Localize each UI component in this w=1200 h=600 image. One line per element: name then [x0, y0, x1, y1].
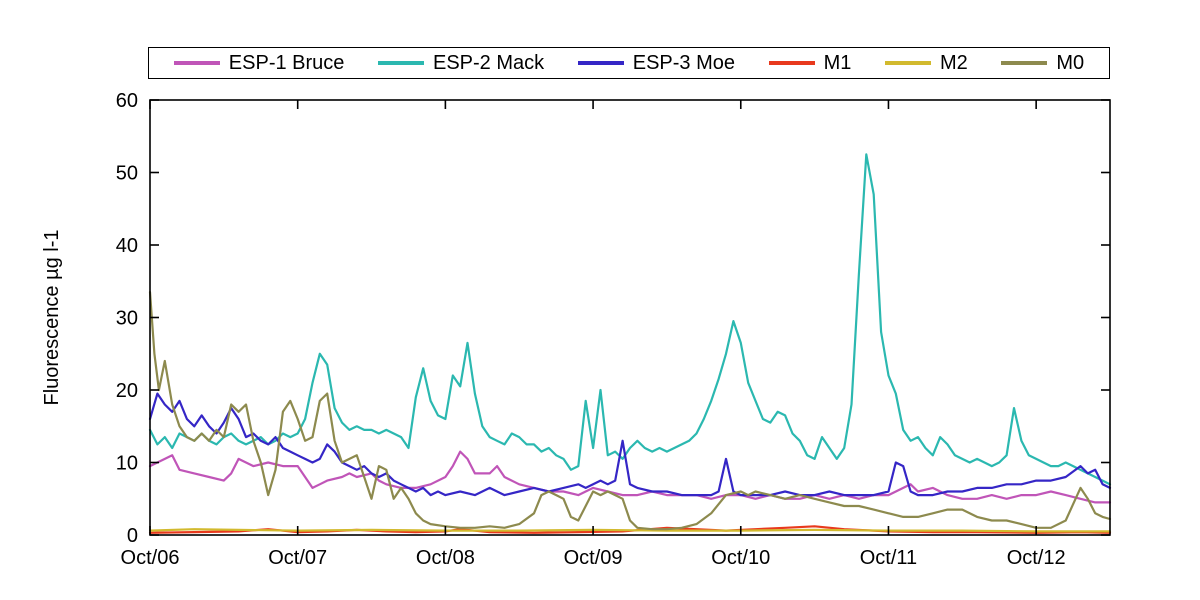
series-line-esp-1-bruce	[148, 450, 1112, 504]
legend-label: M2	[940, 52, 968, 74]
x-tick-label: Oct/09	[564, 547, 623, 569]
y-tick-label: 20	[116, 380, 138, 402]
legend-item-esp-2-mack[interactable]: ESP-2 Mack	[378, 53, 544, 73]
legend-label: M0	[1056, 52, 1085, 74]
x-tick-label: Oct/06	[121, 547, 180, 569]
legend-item-m0[interactable]: M0	[1001, 53, 1084, 73]
x-tick-label: Oct/12	[1007, 547, 1066, 569]
series-line-m1	[148, 525, 1112, 534]
legend-item-m2[interactable]: M2	[885, 53, 968, 73]
legend-label: ESP-1 Bruce	[228, 52, 345, 74]
legend-label: ESP-2 Mack	[433, 52, 545, 74]
series-line-m2	[148, 528, 1112, 533]
legend-item-esp-3-moe[interactable]: ESP-3 Moe	[577, 52, 736, 74]
x-tick-label: Oct/10	[711, 547, 770, 569]
legend-line-swatch	[1001, 61, 1048, 65]
legend-line-swatch	[378, 61, 424, 65]
legend-label: ESP-3 Moe	[632, 52, 736, 74]
legend-label: M1	[823, 52, 852, 74]
x-tick-label: Oct/08	[416, 547, 475, 569]
y-tick-label: 60	[116, 90, 138, 112]
y-tick-label: 40	[116, 235, 138, 257]
legend-line-swatch	[577, 61, 624, 65]
legend: ESP-1 Bruce ESP-2 Mack ESP-3 Moe M1 M2 M…	[148, 47, 1110, 79]
x-tick-label: Oct/11	[860, 547, 917, 569]
x-tick-label: Oct/07	[268, 547, 327, 569]
y-tick-label: 50	[116, 163, 138, 185]
series-line-esp-2-mack	[148, 153, 1112, 486]
series-line-m0	[148, 291, 1112, 531]
y-tick-label: 0	[127, 525, 138, 547]
legend-line-swatch	[173, 61, 220, 65]
y-axis-label: Fluorescence µg l-1	[41, 229, 63, 405]
y-tick-label: 30	[116, 308, 138, 330]
legend-line-swatch	[768, 61, 815, 65]
legend-item-m1[interactable]: M1	[768, 52, 852, 74]
y-tick-label: 10	[116, 453, 138, 475]
legend-line-swatch	[885, 61, 931, 65]
legend-item-esp-1-bruce[interactable]: ESP-1 Bruce	[173, 52, 345, 74]
axis-box	[149, 99, 1111, 536]
